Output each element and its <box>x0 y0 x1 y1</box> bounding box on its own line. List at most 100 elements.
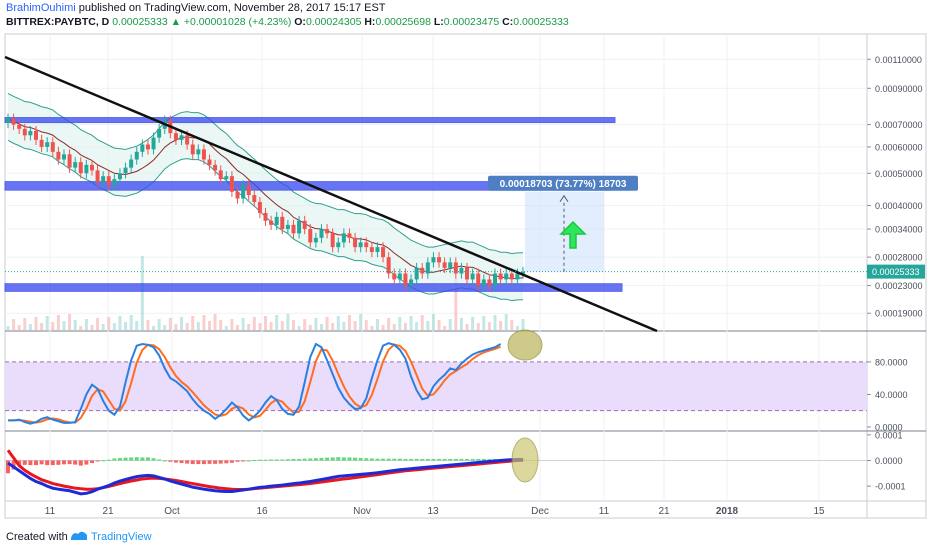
volume-bar <box>140 256 144 330</box>
macd-histogram-bar <box>403 458 408 461</box>
volume-bar <box>247 324 251 330</box>
x-tick-label: Nov <box>353 506 371 517</box>
volume-bar <box>515 326 519 330</box>
candle-body <box>22 128 27 136</box>
trend-line <box>4 55 658 333</box>
candle-body <box>252 195 257 202</box>
macd-histogram-bar <box>11 460 16 470</box>
x-tick-label: 2018 <box>716 506 739 517</box>
volume-bar <box>403 323 407 330</box>
volume-bar <box>146 320 150 330</box>
candle-body <box>291 224 296 234</box>
published-text: published on TradingView.com, November 2… <box>78 2 386 14</box>
y-tick-label: 0.00050000 <box>875 169 923 179</box>
candle-body <box>157 128 162 138</box>
close-label: C: <box>502 16 514 28</box>
volume-bar <box>28 324 32 330</box>
candle-body <box>123 167 128 174</box>
volume-bar <box>398 317 402 330</box>
volume-bar <box>40 323 44 330</box>
x-tick-label: 21 <box>102 506 114 517</box>
volume-bar <box>359 314 363 330</box>
volume-bar <box>208 321 212 330</box>
volume-bar <box>521 319 525 330</box>
chart-canvas[interactable]: 0.00018703 (73.77%) 18703 80.0000 40.0000… <box>0 0 932 524</box>
macd-histogram-bar <box>297 458 302 461</box>
macd-histogram-bar <box>302 458 307 461</box>
up-arrow-icon: ▲ <box>170 16 181 28</box>
candle-body <box>140 144 145 152</box>
y-tick-label: 0.0001 <box>875 430 903 440</box>
macd-histogram-bar <box>84 460 89 465</box>
macd-histogram-bar <box>207 460 212 464</box>
volume-bar <box>191 316 195 330</box>
volume-bar <box>96 318 100 330</box>
macd-histogram-bar <box>453 458 458 461</box>
candle-body <box>409 279 414 286</box>
candle-body <box>425 262 430 274</box>
created-with-text: Created with <box>6 531 68 543</box>
macd-histogram-bar <box>101 460 106 462</box>
candle-body <box>369 247 374 253</box>
candle-body <box>280 216 285 230</box>
macd-signal-line <box>6 449 523 491</box>
macd-histogram-bar <box>409 458 414 461</box>
volume-bar <box>336 316 340 330</box>
candle-body <box>129 159 134 168</box>
macd-histogram-bar <box>420 458 425 461</box>
macd-histogram-bar <box>257 459 262 461</box>
y-tick-label: 0.00034000 <box>875 225 923 235</box>
macd-histogram-bar <box>134 457 139 461</box>
macd-histogram-bar <box>274 459 279 461</box>
macd-histogram-bar <box>67 460 72 465</box>
volume-bar <box>129 315 133 330</box>
candle-body <box>112 179 117 186</box>
macd-histogram-bar <box>263 459 268 461</box>
candle-body <box>196 149 201 155</box>
volume-bar <box>174 324 178 330</box>
candle-body <box>39 139 44 147</box>
candle-body <box>224 176 229 180</box>
candle-body <box>476 273 481 286</box>
volume-bar <box>437 320 441 330</box>
volume-bar <box>381 325 385 330</box>
y-tick-label: 0.00040000 <box>875 201 923 211</box>
high-label: H: <box>364 16 376 28</box>
author-name[interactable]: BrahimOuhimi <box>6 2 76 14</box>
price-change: +0.00001028 (+4.23%) <box>183 16 292 28</box>
volume-bar <box>62 321 66 330</box>
volume-bar <box>269 322 273 330</box>
volume-bar <box>101 324 105 330</box>
macd-histogram-bar <box>459 458 464 461</box>
volume-bar <box>392 324 396 330</box>
x-tick-label: Oct <box>164 506 180 517</box>
candle-body <box>297 220 302 234</box>
volume-bar <box>459 318 463 330</box>
candle-body <box>285 224 290 230</box>
macd-histogram-bar <box>347 457 352 461</box>
macd-histogram-bar <box>157 459 162 461</box>
macd-histogram-bar <box>168 460 173 462</box>
candle-body <box>263 212 268 221</box>
macd-histogram-bar <box>50 460 55 466</box>
header-line-1: BrahimOuhimi published on TradingView.co… <box>6 2 386 14</box>
macd-histogram-bar <box>224 460 229 464</box>
volume-bar <box>308 325 312 330</box>
macd-histogram-bar <box>392 458 397 461</box>
tradingview-brand[interactable]: TradingView <box>91 531 152 543</box>
candle-body <box>442 262 447 268</box>
volume-bar <box>471 317 475 330</box>
volume-bar <box>443 326 447 330</box>
candle-body <box>145 144 150 150</box>
measure-label-bg <box>488 175 638 191</box>
volume-bar <box>84 319 88 330</box>
macd-histogram-bar <box>22 460 27 465</box>
y-tick-label: 0.0000 <box>875 456 903 466</box>
macd-histogram-bar <box>145 457 150 461</box>
candle-body <box>78 162 83 174</box>
symbol-label: BITTREX:PAYBTC, D <box>6 16 110 28</box>
macd-histogram-bar <box>397 458 402 461</box>
price-axis: 0.00110000 0.00090000 0.00070000 0.00060000… <box>867 55 925 319</box>
candle-body <box>185 135 190 145</box>
macd-histogram-bar <box>285 459 290 461</box>
